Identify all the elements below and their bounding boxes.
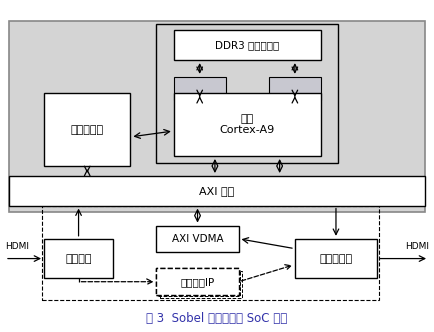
Bar — [269, 77, 321, 100]
Text: AXI 互联: AXI 互联 — [199, 186, 235, 196]
Bar — [160, 271, 242, 297]
Text: HDMI: HDMI — [405, 242, 429, 252]
Text: 显示器控制: 显示器控制 — [319, 254, 352, 264]
Bar — [10, 176, 424, 206]
Text: AXI VDMA: AXI VDMA — [172, 234, 224, 244]
Bar — [295, 239, 377, 279]
Bar — [156, 269, 239, 295]
Bar — [158, 270, 240, 296]
Text: 图 3  Sobel 边缘检测的 SoC 系统: 图 3 Sobel 边缘检测的 SoC 系统 — [146, 311, 288, 325]
Bar — [44, 239, 113, 279]
Bar — [10, 21, 424, 212]
Text: 边沿检测IP: 边沿检测IP — [181, 277, 215, 287]
Bar — [156, 225, 239, 252]
Bar — [174, 31, 321, 60]
Text: HDMI: HDMI — [5, 242, 29, 252]
Text: 双核
Cortex-A9: 双核 Cortex-A9 — [220, 114, 275, 135]
Bar — [42, 206, 379, 300]
Text: DDR3 存储控制器: DDR3 存储控制器 — [215, 40, 279, 50]
Text: 硬化的外设: 硬化的外设 — [71, 124, 104, 135]
Text: 视频输入: 视频输入 — [65, 254, 92, 264]
Bar — [174, 77, 226, 100]
Bar — [156, 24, 338, 163]
Text: 边沿检测IP: 边沿检测IP — [181, 277, 215, 287]
Bar — [174, 93, 321, 156]
Bar — [44, 93, 131, 166]
Bar — [156, 269, 239, 295]
